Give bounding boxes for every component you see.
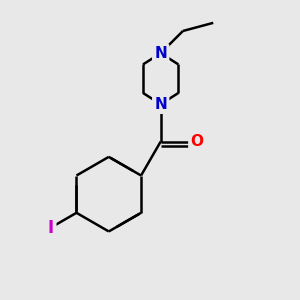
Text: O: O bbox=[190, 134, 203, 149]
Text: N: N bbox=[154, 97, 167, 112]
Text: I: I bbox=[48, 218, 54, 236]
Text: N: N bbox=[154, 46, 167, 61]
